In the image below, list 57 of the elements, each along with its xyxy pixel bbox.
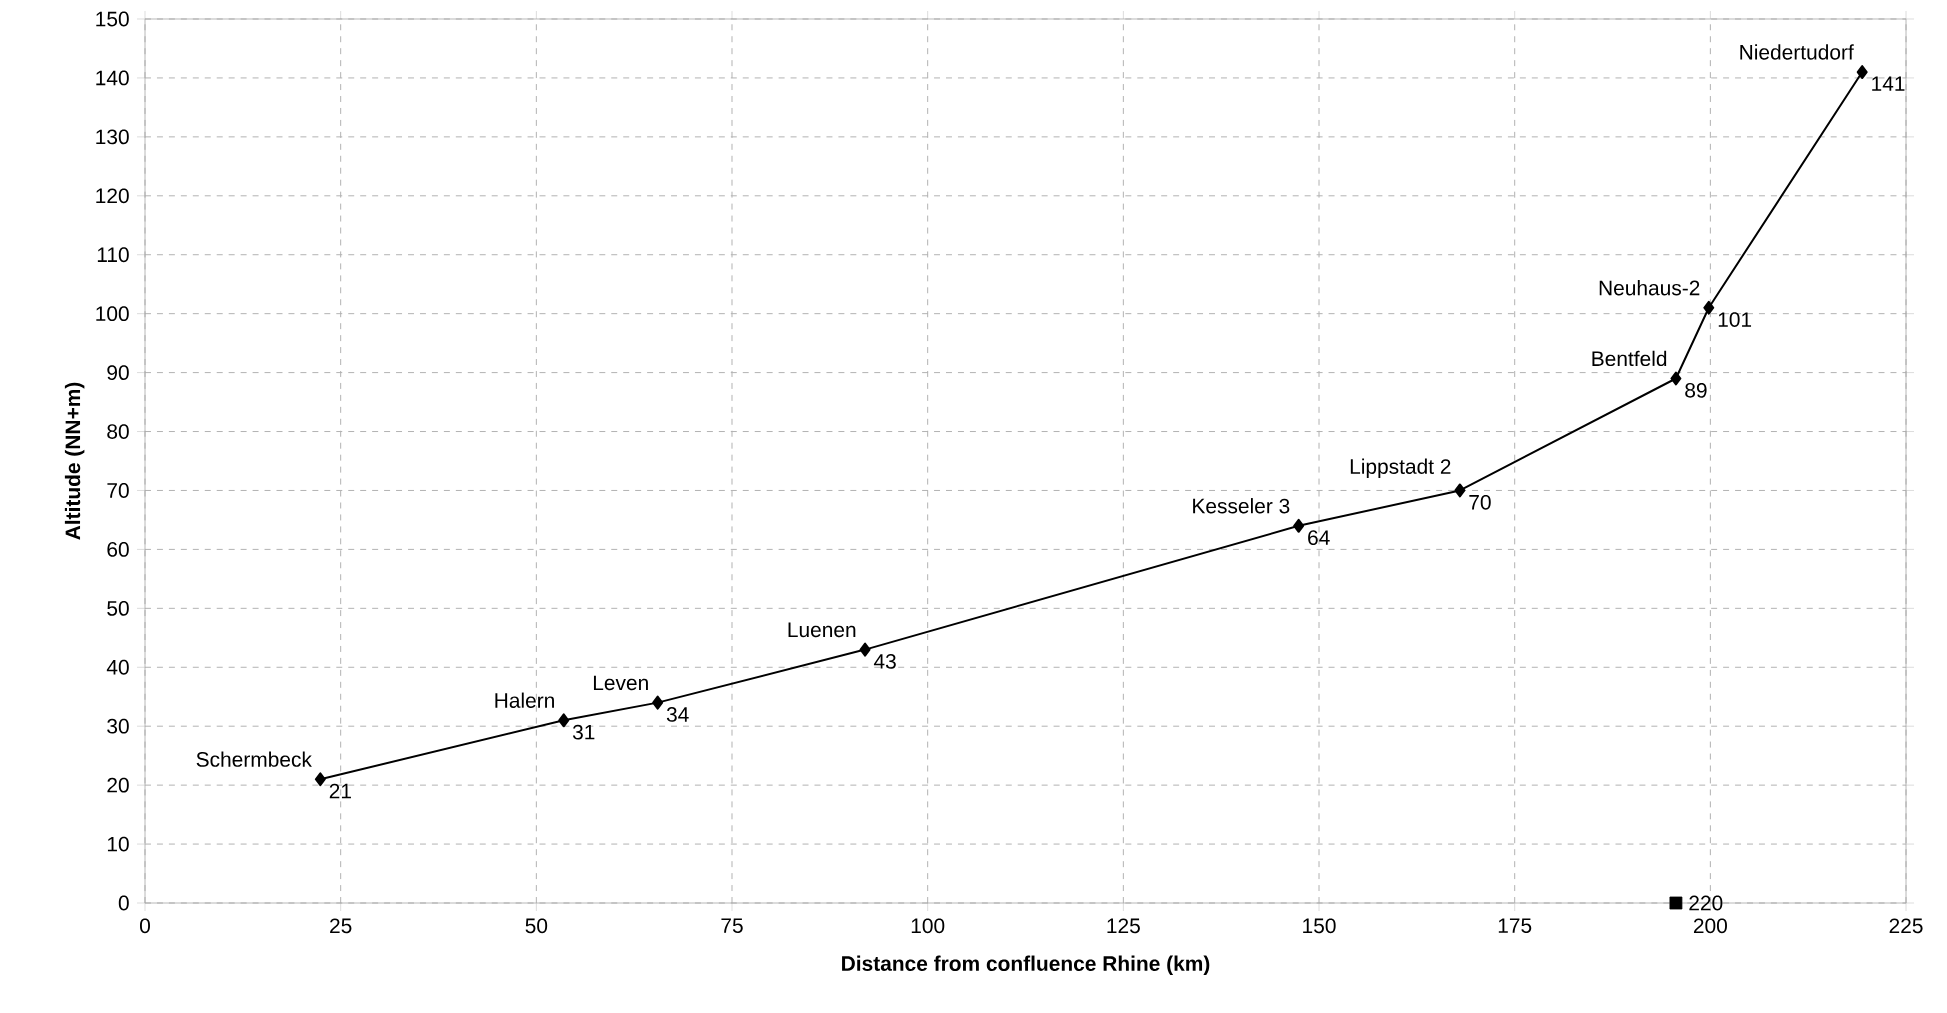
annotation: Neuhaus-2: [1599, 280, 1700, 296]
data-label: 70: [1469, 494, 1491, 510]
data-label: 31: [572, 724, 595, 740]
point: [314, 772, 326, 787]
point: [1669, 896, 1683, 910]
y-tick-label: 140: [96, 70, 129, 86]
annotation: 220: [1689, 895, 1723, 911]
annotation: Bentfeld: [1592, 350, 1667, 367]
y-tick-label: 120: [96, 188, 129, 204]
data-label: 141: [1872, 76, 1905, 91]
x-tick-label: 225: [1889, 918, 1923, 934]
x-tick-label: 25: [330, 918, 352, 934]
x-tick-label: 0: [140, 918, 150, 934]
y-tick-label: 150: [96, 11, 129, 27]
y-tick-label: 100: [96, 306, 129, 322]
data-label: 101: [1718, 312, 1752, 327]
point: [1454, 483, 1466, 498]
y-tick-label: 50: [107, 600, 129, 616]
annotation: Leven: [593, 675, 648, 691]
annotation: Schermbeck: [196, 751, 312, 767]
data-label: 89: [1685, 382, 1707, 398]
x-tick-label: 175: [1498, 918, 1532, 933]
y-tick-label: 30: [107, 718, 129, 734]
x-tick-label: 150: [1303, 918, 1336, 934]
x-axis-title: Distance from confluence Rhine (km): [842, 955, 1210, 976]
annotation: Luenen: [788, 622, 856, 638]
y-axis-title: Altitude (NN+m): [64, 382, 85, 540]
y-tick-label: 70: [107, 483, 129, 498]
point: [1856, 65, 1868, 80]
y-tick-label: 20: [107, 777, 129, 793]
x-tick-label: 75: [721, 918, 743, 933]
y-tick-label: 60: [107, 542, 129, 557]
annotation: Kesseler 3: [1193, 498, 1290, 514]
x-tick-label: 100: [911, 918, 945, 934]
y-tick-label: 130: [96, 129, 129, 145]
point: [859, 642, 871, 657]
data-label: 43: [873, 654, 896, 669]
data-label: 34: [666, 707, 689, 722]
point: [558, 713, 570, 728]
y-tick-label: 0: [118, 895, 129, 911]
x-tick-label: 125: [1107, 918, 1140, 934]
y-tick-label: 90: [107, 365, 129, 381]
point: [652, 695, 664, 710]
x-tick-label: 200: [1693, 918, 1727, 934]
point: [1670, 371, 1682, 386]
x-tick-label: 50: [525, 918, 548, 934]
y-tick-label: 110: [97, 247, 129, 263]
y-tick-label: 10: [107, 836, 129, 852]
point: [1703, 300, 1715, 315]
y-tick-label: 40: [106, 659, 129, 675]
annotation: Niedertudorf: [1740, 44, 1854, 60]
annotation: Halern: [495, 692, 554, 708]
y-tick-label: 80: [107, 424, 129, 439]
point: [1293, 518, 1305, 533]
annotation: Lippstadt 2: [1350, 458, 1451, 479]
data-label: 21: [329, 783, 351, 799]
data-label: 64: [1308, 530, 1330, 546]
